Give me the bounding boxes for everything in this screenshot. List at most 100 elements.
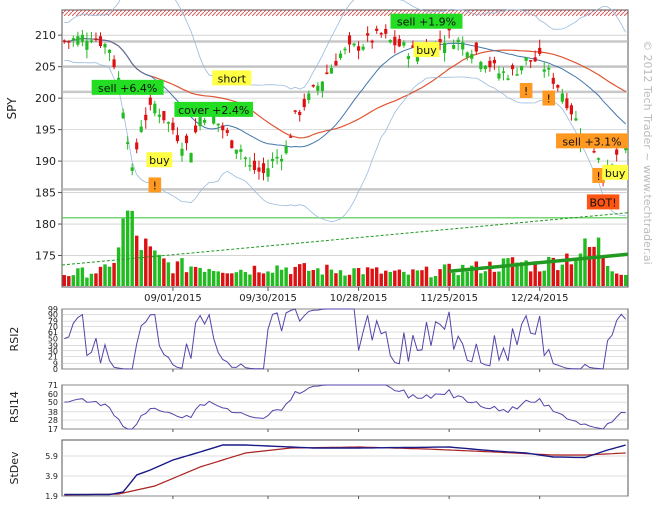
volume-bar	[239, 269, 243, 286]
volume-bar	[252, 265, 257, 286]
candle-body	[198, 117, 202, 127]
candle-body	[203, 119, 207, 123]
volume-bar	[533, 261, 537, 286]
volume-bar	[302, 263, 306, 286]
volume-bar	[569, 264, 574, 286]
signal-label: BOT!	[590, 196, 617, 209]
volume-bar	[587, 247, 592, 286]
price-tick-label: 185	[35, 187, 56, 200]
volume-bar	[316, 268, 320, 286]
volume-bar	[325, 264, 329, 286]
volume-bar	[62, 275, 66, 286]
candle-body	[379, 33, 383, 35]
volume-bar	[420, 270, 424, 286]
signal-label: buy	[149, 154, 170, 167]
signal-label: sell +3.1%	[562, 135, 621, 148]
candle-body	[266, 168, 270, 177]
volume-bar	[85, 277, 89, 286]
volume-bar	[107, 266, 112, 286]
candle-body	[347, 35, 352, 45]
date-tick-label: 12/24/2015	[511, 293, 569, 304]
candle-body	[533, 57, 537, 62]
candle-body	[230, 140, 234, 149]
candle-body	[415, 54, 420, 62]
volume-bar	[356, 268, 361, 286]
candle-body	[311, 85, 315, 87]
signal-label: cover +2.4%	[178, 104, 249, 117]
date-tick-label: 10/28/2015	[330, 293, 388, 304]
volume-bar	[211, 270, 216, 286]
candle-body	[298, 111, 302, 116]
candle-body	[71, 38, 75, 40]
candle-body	[175, 135, 180, 142]
volume-bar	[488, 261, 492, 286]
candle-body	[560, 93, 564, 102]
volume-bar	[442, 264, 447, 286]
volume-bar	[89, 273, 94, 286]
candle-body	[483, 65, 487, 70]
signal-label-box	[91, 79, 164, 95]
candle-body	[384, 28, 388, 34]
resistance-band	[62, 10, 628, 16]
volume-bar	[461, 264, 465, 286]
candle-body	[510, 65, 515, 70]
candle-body	[98, 36, 103, 47]
price-tick-label: 195	[35, 124, 56, 137]
volume-bar	[365, 267, 370, 286]
candle-body	[596, 158, 601, 160]
candle-body	[443, 42, 447, 53]
volume-bar	[406, 274, 411, 286]
candle-body	[126, 142, 130, 144]
volume-bar	[198, 267, 202, 286]
candle-body	[243, 157, 247, 160]
volume-bar	[144, 238, 148, 286]
candle-body	[270, 158, 275, 162]
volume-bar	[125, 210, 130, 286]
signal-label: !	[153, 179, 157, 192]
volume-bar	[447, 263, 451, 286]
volume-bar	[596, 237, 601, 286]
candle-body	[615, 149, 619, 155]
volume-bar	[320, 274, 325, 286]
volume-bar	[311, 269, 316, 286]
candle-body	[189, 153, 193, 163]
candle-body	[316, 85, 320, 91]
candle-body	[248, 165, 252, 167]
volume-bar	[574, 258, 578, 286]
g-stdev-tick-label: 3.9	[45, 472, 58, 481]
volume-bar	[470, 265, 474, 286]
volume-bar	[76, 268, 80, 286]
volume-bar	[116, 247, 121, 286]
candle-body	[261, 163, 266, 174]
volume-bar	[506, 258, 510, 286]
volume-bar	[393, 270, 397, 286]
candle-body	[80, 34, 84, 42]
volume-bar	[551, 257, 556, 286]
candle-body	[284, 146, 288, 154]
candle-body	[402, 42, 406, 46]
candle-body	[257, 167, 261, 172]
candle-body	[293, 110, 297, 112]
volume-bar	[261, 273, 266, 286]
candle-body	[488, 60, 492, 68]
volume-bar	[397, 269, 402, 286]
volume-bar	[433, 275, 438, 286]
candle-body	[479, 61, 483, 70]
g-stdev-tick-label: 5.9	[45, 452, 58, 461]
volume-bar	[162, 258, 166, 286]
price-tick-label: 200	[35, 92, 56, 105]
candle-body	[397, 39, 401, 47]
volume-bar	[592, 246, 596, 286]
candle-body	[302, 98, 306, 108]
g-rsi14-tick-label: 50	[48, 398, 58, 407]
candle-body	[366, 33, 370, 36]
candle-body	[497, 73, 501, 79]
signal-label-box	[542, 90, 556, 106]
volume-bar	[171, 273, 175, 286]
candle-body	[67, 41, 71, 43]
g-rsi2-tick-label: 99	[48, 305, 58, 314]
volume-bar	[189, 266, 193, 286]
volume-bar	[610, 271, 614, 286]
candle-body	[62, 40, 66, 42]
